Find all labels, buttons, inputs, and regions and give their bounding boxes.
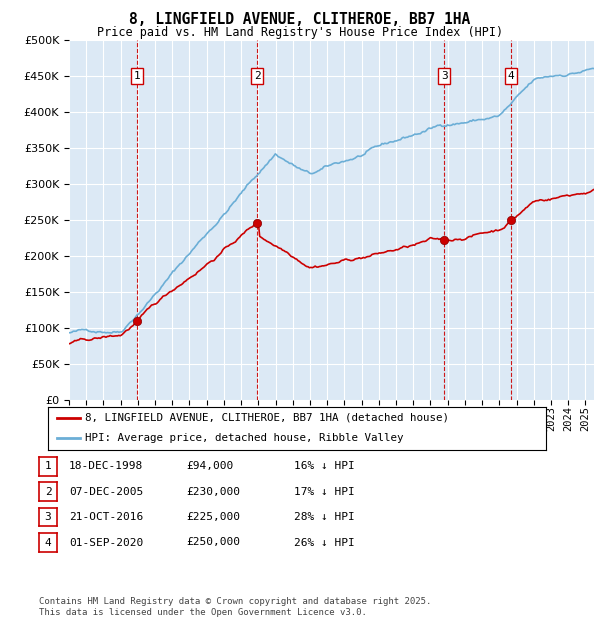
Text: 4: 4 [44,538,52,547]
Text: £250,000: £250,000 [186,538,240,547]
Text: 2: 2 [44,487,52,497]
Text: £94,000: £94,000 [186,461,233,471]
Text: 07-DEC-2005: 07-DEC-2005 [69,487,143,497]
Text: 2: 2 [254,71,260,81]
Text: 16% ↓ HPI: 16% ↓ HPI [294,461,355,471]
Text: 17% ↓ HPI: 17% ↓ HPI [294,487,355,497]
Text: £225,000: £225,000 [186,512,240,522]
Text: 1: 1 [134,71,140,81]
Text: 8, LINGFIELD AVENUE, CLITHEROE, BB7 1HA: 8, LINGFIELD AVENUE, CLITHEROE, BB7 1HA [130,12,470,27]
Text: Contains HM Land Registry data © Crown copyright and database right 2025.
This d: Contains HM Land Registry data © Crown c… [39,598,431,617]
Text: 01-SEP-2020: 01-SEP-2020 [69,538,143,547]
Text: Price paid vs. HM Land Registry's House Price Index (HPI): Price paid vs. HM Land Registry's House … [97,26,503,39]
Text: 18-DEC-1998: 18-DEC-1998 [69,461,143,471]
Text: 28% ↓ HPI: 28% ↓ HPI [294,512,355,522]
Text: 1: 1 [44,461,52,471]
Text: 26% ↓ HPI: 26% ↓ HPI [294,538,355,547]
Text: 3: 3 [44,512,52,522]
Text: HPI: Average price, detached house, Ribble Valley: HPI: Average price, detached house, Ribb… [85,433,404,443]
Text: £230,000: £230,000 [186,487,240,497]
Text: 8, LINGFIELD AVENUE, CLITHEROE, BB7 1HA (detached house): 8, LINGFIELD AVENUE, CLITHEROE, BB7 1HA … [85,413,449,423]
Text: 4: 4 [508,71,514,81]
Text: 3: 3 [441,71,448,81]
Text: 21-OCT-2016: 21-OCT-2016 [69,512,143,522]
